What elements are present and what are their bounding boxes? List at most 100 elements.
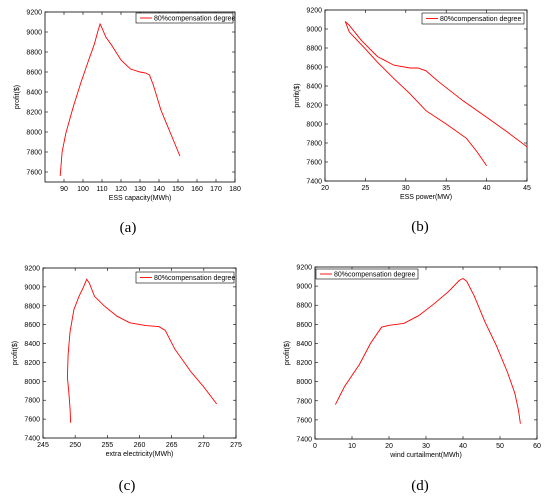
x-tick-label: 150: [172, 186, 184, 193]
y-tick-label: 7400: [24, 436, 40, 443]
y-tick-label: 7800: [306, 141, 322, 148]
chart-panel-1: 90 100 110 120 130 140 150 160 170 180 7600 7800 800…: [14, 10, 241, 237]
y-tick-label: 7800: [296, 398, 312, 405]
y-tick-label: 7600: [26, 170, 42, 177]
legend-box: [135, 12, 234, 24]
y-tick-label: 7800: [24, 398, 40, 405]
y-tick-label: 9200: [24, 266, 40, 273]
y-tick-label: 8000: [24, 379, 40, 386]
y-tick-label: 8000: [306, 122, 322, 129]
y-tick-label: 9000: [296, 284, 312, 291]
y-tick-label: 8600: [24, 322, 40, 329]
series-line: [66, 278, 218, 423]
legend-box: [135, 271, 235, 284]
x-tick-label: 100: [77, 186, 89, 193]
x-tick-label: 275: [230, 442, 242, 449]
x-tick-label: 30: [422, 443, 430, 450]
x-tick-label: 10: [348, 443, 356, 450]
x-tick-label: 35: [442, 185, 450, 192]
y-tick-label: 8800: [24, 303, 40, 310]
y-tick-label: 8400: [26, 90, 42, 97]
y-tick-label: 8600: [26, 70, 42, 77]
y-tick-label: 8400: [306, 84, 322, 91]
legend-box: [421, 12, 525, 25]
x-tick-label: 260: [134, 442, 146, 449]
plot-frame: [44, 11, 236, 183]
y-tick-label: 8400: [24, 341, 40, 348]
x-tick-label: 110: [96, 186, 107, 193]
y-tick-label: 9200: [26, 10, 42, 17]
series-line: [334, 277, 521, 424]
legend-box: [315, 268, 419, 280]
x-tick-label: 120: [115, 186, 127, 193]
x-tick-label: 40: [483, 185, 491, 192]
x-tick-label: 140: [153, 186, 165, 193]
x-axis-label: ESS capacity(MWh): [109, 195, 172, 202]
x-tick-label: 20: [385, 443, 393, 450]
y-axis-label: profit($): [14, 85, 21, 109]
y-tick-label: 8800: [296, 303, 312, 310]
x-tick-label: 270: [198, 442, 210, 449]
y-tick-label: 7400: [296, 437, 312, 444]
y-axis-label: profit($): [284, 341, 291, 365]
plot-frame: [314, 266, 538, 440]
chart-panel-4: 0 10 20 30 40 50 60 7400 7600 7800 8000 8200 8400 860…: [284, 265, 541, 495]
y-tick-label: 8200: [26, 110, 42, 117]
y-tick-label: 8600: [296, 322, 312, 329]
panel-label: (a): [120, 220, 137, 236]
y-tick-label: 8000: [296, 379, 312, 386]
legend-label: 80%compensation degree: [154, 275, 235, 282]
x-tick-label: 255: [101, 442, 113, 449]
y-tick-label: 9000: [26, 30, 42, 37]
x-tick-label: 90: [60, 186, 68, 193]
x-axis-label: extra electricity(MWh): [106, 451, 174, 458]
chart-panel-2: 20 25 30 35 40 45 7400 7600 7800 8000 8200 8400 8600…: [294, 8, 531, 236]
y-axis-label: profit($): [294, 83, 301, 107]
x-tick-label: 45: [523, 185, 531, 192]
x-axis-label: wind curtailment(MWh): [389, 452, 462, 459]
x-tick-label: 25: [362, 185, 370, 192]
x-tick-label: 30: [402, 185, 410, 192]
y-tick-label: 7600: [24, 417, 40, 424]
panel-label: (d): [411, 478, 429, 494]
legend: 80%compensation degree: [315, 268, 419, 280]
y-tick-label: 7600: [306, 160, 322, 167]
x-tick-label: 250: [69, 442, 81, 449]
x-tick-label: 245: [37, 442, 49, 449]
legend: 80%compensation degree: [421, 12, 525, 25]
x-tick-label: 180: [229, 186, 241, 193]
series-line: [59, 22, 181, 177]
x-tick-label: 265: [166, 442, 178, 449]
panel-label: (c): [119, 478, 136, 494]
y-tick-label: 9200: [306, 8, 322, 15]
y-tick-label: 8200: [24, 360, 40, 367]
x-tick-label: 50: [496, 443, 504, 450]
x-tick-label: 170: [210, 186, 222, 193]
legend-label: 80%compensation degree: [440, 16, 521, 23]
y-tick-label: 8200: [296, 360, 312, 367]
x-tick-label: 60: [533, 443, 541, 450]
y-axis-label: profit($): [12, 341, 19, 365]
y-tick-label: 9000: [24, 284, 40, 291]
legend: 80%compensation degree: [135, 12, 235, 24]
y-tick-label: 8000: [26, 130, 42, 137]
plot-frame: [324, 9, 528, 182]
x-tick-label: 40: [459, 443, 467, 450]
y-tick-label: 8800: [306, 46, 322, 53]
series-line: [344, 21, 528, 167]
y-tick-label: 7800: [26, 150, 42, 157]
legend-label: 80%compensation degree: [154, 16, 235, 23]
y-tick-label: 9000: [306, 27, 322, 34]
y-tick-label: 8800: [26, 50, 42, 57]
x-tick-label: 20: [321, 185, 329, 192]
y-tick-label: 7400: [306, 179, 322, 186]
legend: 80%compensation degree: [135, 271, 235, 284]
legend-label: 80%compensation degree: [334, 272, 415, 279]
chart-panel-3: 245 250 255 260 265 270 275 7400 7600 7800 8000 820…: [12, 266, 242, 495]
y-tick-label: 8600: [306, 65, 322, 72]
y-tick-label: 8200: [306, 103, 322, 110]
y-tick-label: 7600: [296, 417, 312, 424]
x-axis-label: ESS power(MW): [400, 194, 452, 201]
panel-label: (b): [411, 219, 429, 235]
